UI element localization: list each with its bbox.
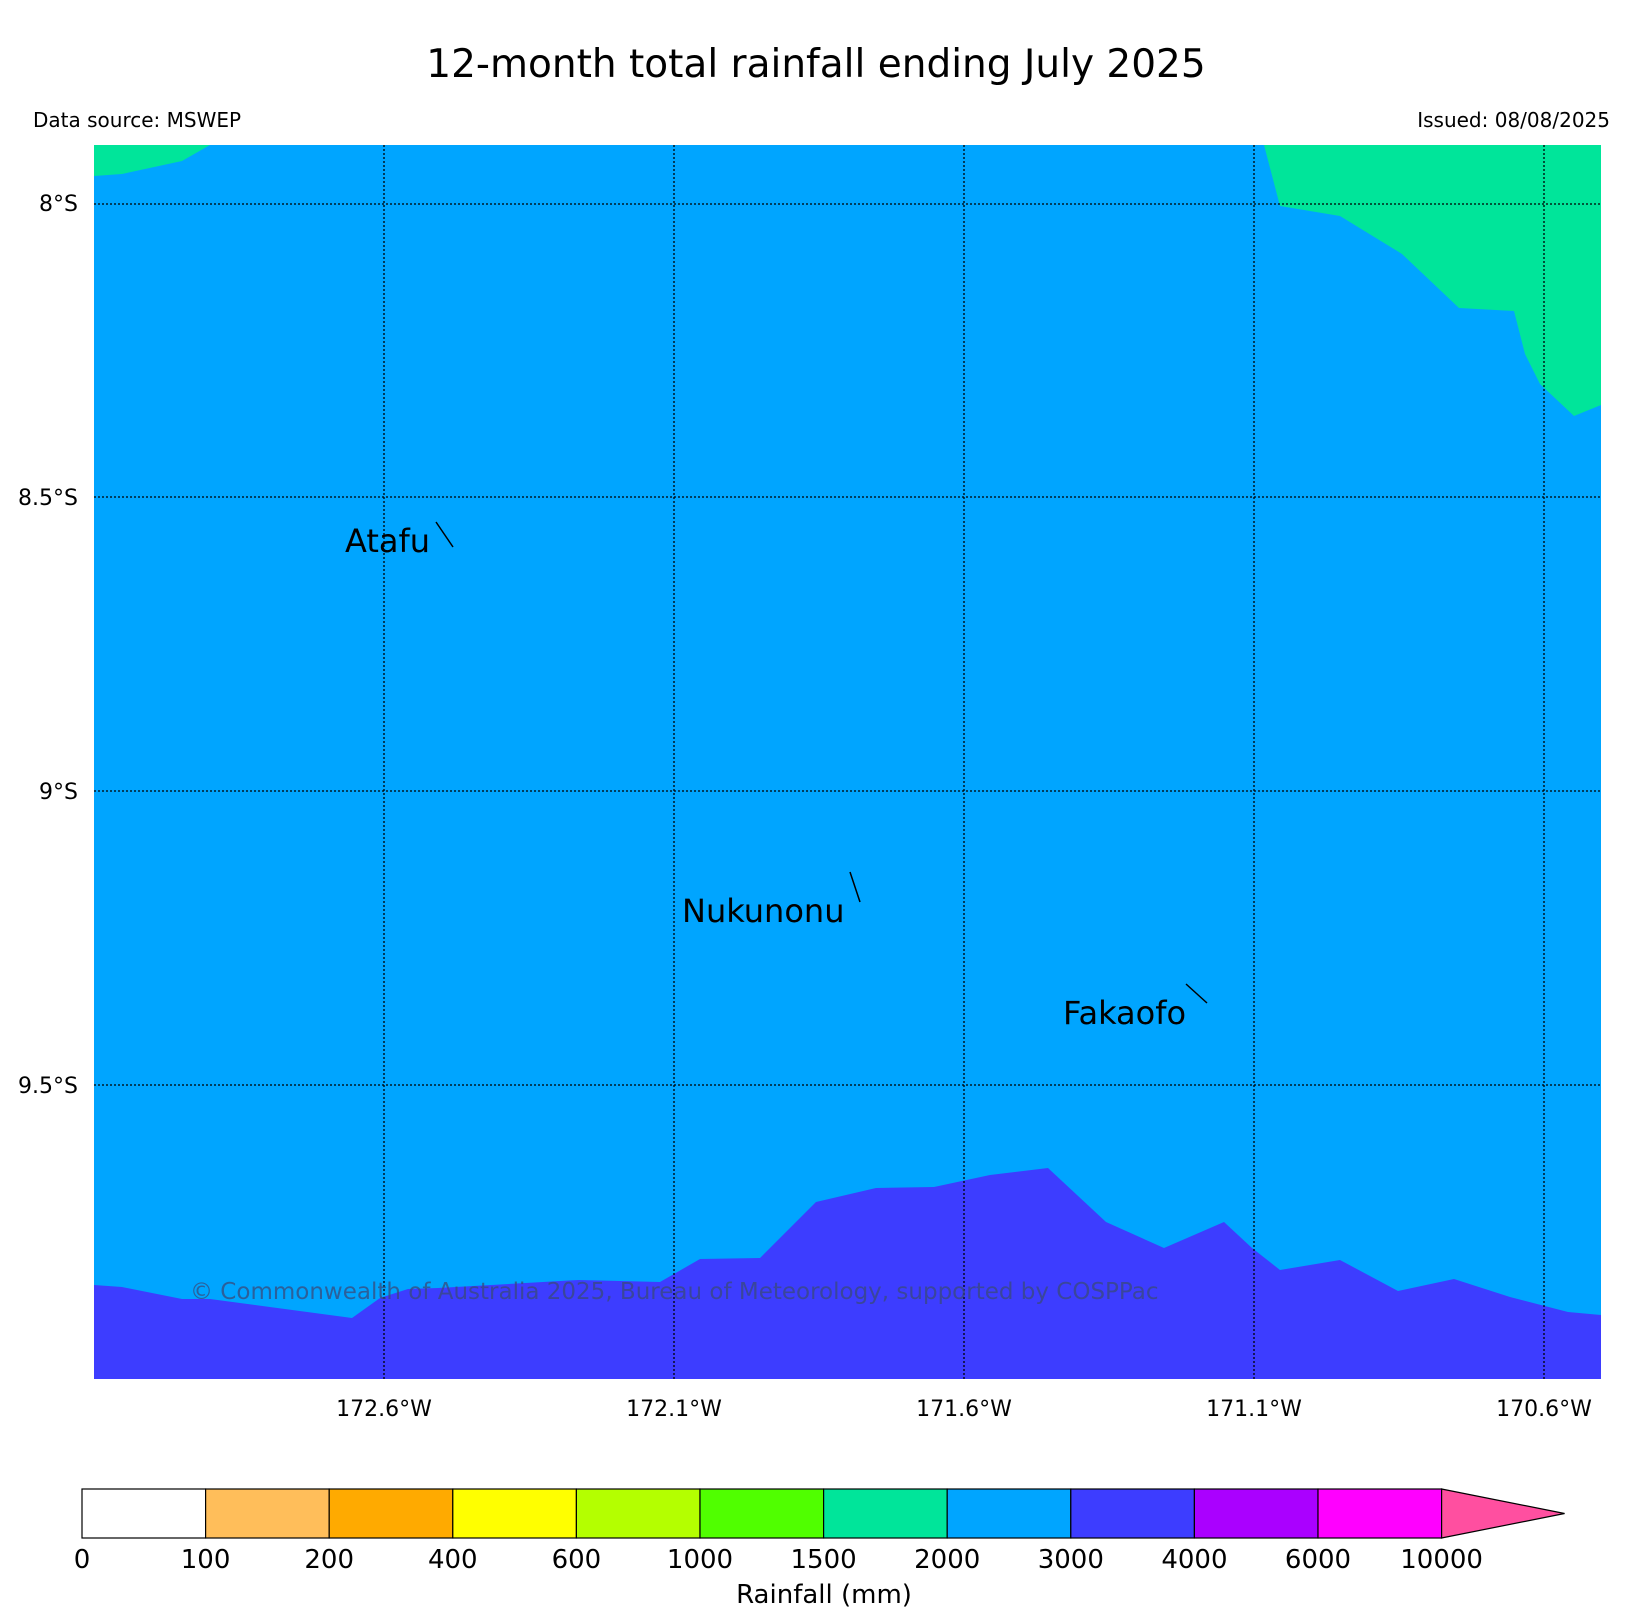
- data-source-label: Data source: MSWEP: [33, 108, 242, 132]
- colorbar-segment: [81, 1488, 207, 1539]
- place-label-nukunonu: Nukunonu: [682, 892, 844, 930]
- colorbar-segment: [946, 1488, 1072, 1539]
- lon-label: 172.6°W: [336, 1397, 432, 1422]
- lon-label: 171.6°W: [916, 1397, 1012, 1422]
- rainfall-zone-2000-3000: [94, 145, 1601, 1379]
- lat-label: 8.5°S: [18, 486, 78, 511]
- colorbar-tick-label: 6000: [1285, 1545, 1351, 1575]
- colorbar-tick-label: 2000: [914, 1545, 980, 1575]
- colorbar-tick-label: 200: [304, 1545, 354, 1575]
- colorbar-tick-label: 100: [181, 1545, 231, 1575]
- colorbar-tick-label: 1000: [667, 1545, 733, 1575]
- issued-date-label: Issued: 08/08/2025: [1417, 108, 1610, 132]
- colorbar-tick-label: 600: [552, 1545, 602, 1575]
- colorbar-segment: [822, 1488, 948, 1539]
- colorbar-tick-label: 10000: [1400, 1545, 1483, 1575]
- colorbar: 0 100 200 400 600 1000 1500 2000 3000 4000 6000 100…: [74, 1488, 1565, 1575]
- colorbar-segment: [1317, 1488, 1443, 1539]
- rainfall-zone-3000-4000-south: [94, 1168, 1601, 1379]
- colorbar-segment: [1193, 1488, 1319, 1539]
- colorbar-tick-label: 3000: [1038, 1545, 1104, 1575]
- place-label-atafu: Atafu: [345, 522, 430, 560]
- colorbar-segment: [328, 1488, 454, 1539]
- nukunonu-atoll-marker: [849, 871, 861, 903]
- colorbar-extend-arrow: [1440, 1488, 1565, 1539]
- colorbar-segment: [699, 1488, 825, 1539]
- lon-label: 170.6°W: [1496, 1397, 1592, 1422]
- lon-label: 172.1°W: [626, 1397, 722, 1422]
- colorbar-tick-label: 4000: [1161, 1545, 1227, 1575]
- colorbar-tick-label: 400: [428, 1545, 478, 1575]
- lat-label: 9°S: [39, 780, 78, 805]
- lat-label: 8°S: [39, 192, 78, 217]
- colorbar-tick-label: 1500: [791, 1545, 857, 1575]
- colorbar-segment: [452, 1488, 577, 1539]
- atafu-atoll-marker: [435, 521, 454, 548]
- colorbar-tick-label: 0: [74, 1545, 91, 1575]
- place-label-fakaofo: Fakaofo: [1063, 994, 1186, 1032]
- lon-label: 171.1°W: [1206, 1397, 1302, 1422]
- fakaofo-atoll-marker: [1185, 983, 1208, 1004]
- rainfall-zone-1500-2000-northeast: [1264, 145, 1601, 416]
- colorbar-segment: [205, 1488, 330, 1539]
- colorbar-label: Rainfall (mm): [736, 1580, 912, 1609]
- rainfall-zone-1500-2000-northwest: [94, 145, 210, 176]
- lat-label: 9.5°S: [18, 1074, 78, 1099]
- copyright-notice: © Commonwealth of Australia 2025, Bureau…: [190, 1279, 1159, 1305]
- graticule: [94, 145, 1601, 1379]
- map-title: 12-month total rainfall ending July 2025: [426, 42, 1206, 87]
- colorbar-segment: [1070, 1488, 1196, 1539]
- colorbar-segment: [575, 1488, 701, 1539]
